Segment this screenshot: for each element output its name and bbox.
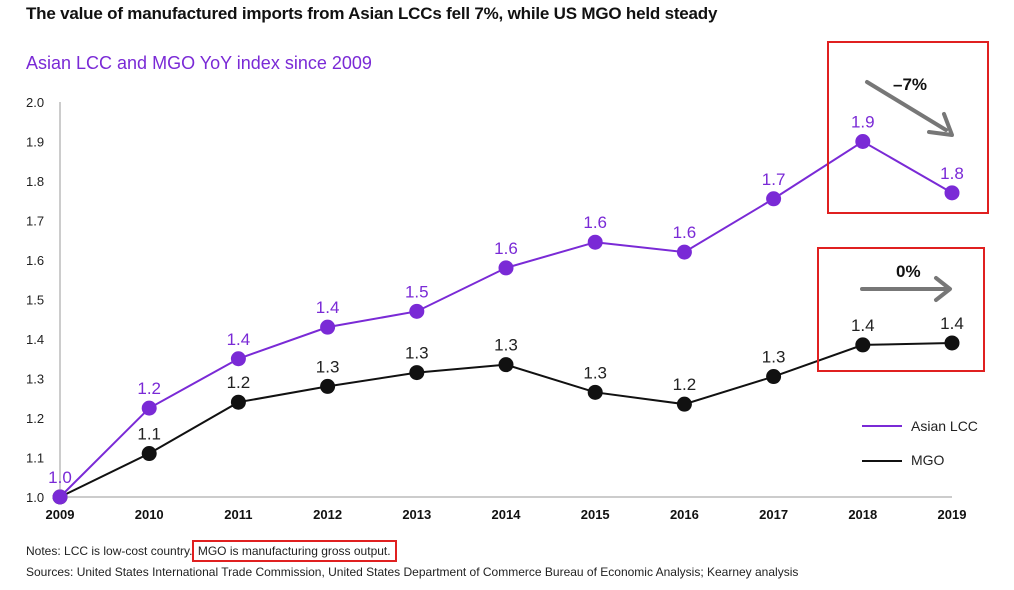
lcc-data-label: 1.7 (762, 170, 786, 189)
page-title: The value of manufactured imports from A… (26, 4, 718, 23)
down-arrow-head-icon (927, 112, 954, 137)
legend-label-mgo: MGO (911, 452, 945, 468)
lcc-data-point (498, 260, 514, 276)
mgo-data-point (944, 335, 960, 351)
chart-axes: 1.0 1.1 1.2 1.3 1.4 1.5 1.6 1.7 1.8 1.9 2.0 2009 201… (26, 95, 966, 522)
mgo-data-point (587, 384, 603, 400)
chart-data-labels: 1.0 1.2 1.4 1.4 1.5 1.6 1.6 1.6 1.7 1.9 1.8 1.1 1.2 1… (48, 113, 964, 488)
mgo-data-label: 1.4 (940, 314, 964, 333)
y-tick-label: 1.5 (26, 293, 44, 308)
x-tick-label: 2015 (581, 507, 610, 522)
mgo-data-point (409, 365, 425, 381)
y-tick-label: 1.2 (26, 411, 44, 426)
lcc-data-label: 1.6 (673, 223, 697, 242)
lcc-data-label: 1.6 (494, 239, 518, 258)
lcc-data-point (855, 134, 871, 149)
y-tick-label: 1.8 (26, 174, 44, 189)
x-tick-label: 2009 (46, 507, 75, 522)
y-tick-label: 2.0 (26, 95, 44, 110)
chart-callouts: –7% 0% (860, 75, 954, 302)
chart-subtitle: Asian LCC and MGO YoY index since 2009 (26, 53, 372, 73)
lcc-highlight-box (827, 41, 989, 214)
x-tick-label: 2012 (313, 507, 342, 522)
x-tick-label: 2016 (670, 507, 699, 522)
mgo-data-label: 1.4 (851, 316, 875, 335)
line-chart: 1.0 1.1 1.2 1.3 1.4 1.5 1.6 1.7 1.8 1.9 2.0 2009 201… (26, 75, 978, 522)
mgo-data-point (141, 446, 157, 462)
lcc-data-point (587, 234, 603, 250)
chart-legend: Asian LCC MGO (862, 418, 978, 468)
notes-text: Notes: LCC is low-cost country. (26, 544, 196, 558)
lcc-data-point (944, 185, 960, 201)
mgo-data-label: 1.3 (583, 363, 607, 382)
y-tick-label: 1.4 (26, 332, 44, 347)
lcc-data-point (766, 191, 782, 207)
lcc-change-callout: –7% (893, 75, 927, 94)
notes-highlight-text: MGO is manufacturing gross output. (191, 540, 397, 562)
x-tick-label: 2013 (402, 507, 431, 522)
chart-notes: Notes: LCC is low-cost country. MGO is m… (26, 540, 397, 562)
mgo-data-label: 1.3 (405, 344, 429, 363)
lcc-data-label: 1.6 (583, 213, 607, 232)
lcc-data-label: 1.9 (851, 113, 875, 132)
lcc-data-point (320, 319, 336, 335)
y-tick-label: 1.6 (26, 253, 44, 268)
mgo-data-label: 1.2 (673, 375, 697, 394)
lcc-data-label: 1.8 (940, 164, 964, 183)
lcc-data-label: 1.5 (405, 282, 429, 301)
y-tick-label: 1.7 (26, 214, 44, 229)
mgo-data-point (676, 396, 692, 412)
mgo-data-point (320, 378, 336, 394)
mgo-data-point (230, 394, 246, 410)
legend-label-lcc: Asian LCC (911, 418, 978, 434)
mgo-data-label: 1.2 (227, 373, 251, 392)
mgo-data-point (498, 357, 514, 373)
y-tick-label: 1.1 (26, 451, 44, 466)
mgo-data-label: 1.3 (316, 357, 340, 376)
mgo-data-point (855, 337, 871, 353)
y-tick-label: 1.9 (26, 135, 44, 150)
x-tick-label: 2019 (938, 507, 967, 522)
x-tick-label: 2017 (759, 507, 788, 522)
mgo-data-point (766, 369, 782, 385)
y-tick-label: 1.3 (26, 372, 44, 387)
lcc-data-point (230, 351, 246, 367)
mgo-highlight-box (817, 247, 985, 372)
lcc-data-point (409, 303, 425, 319)
lcc-data-point (676, 244, 692, 260)
y-tick-label: 1.0 (26, 490, 44, 505)
chart-points (52, 134, 960, 505)
mgo-data-label: 1.3 (494, 336, 518, 355)
lcc-data-point (52, 489, 68, 505)
lcc-data-label: 1.0 (48, 468, 72, 487)
lcc-data-label: 1.2 (137, 379, 161, 398)
mgo-data-label: 1.1 (137, 425, 161, 444)
lcc-data-label: 1.4 (227, 330, 251, 349)
right-arrow-head-icon (934, 276, 952, 302)
lcc-data-point (141, 400, 157, 416)
chart-sources: Sources: United States International Tra… (26, 565, 799, 579)
down-arrow-icon (865, 80, 948, 132)
mgo-change-callout: 0% (896, 262, 921, 281)
x-tick-label: 2011 (224, 507, 252, 522)
x-tick-label: 2010 (135, 507, 164, 522)
x-tick-label: 2014 (492, 507, 522, 522)
x-tick-label: 2018 (848, 507, 877, 522)
lcc-data-label: 1.4 (316, 298, 340, 317)
mgo-data-label: 1.3 (762, 348, 786, 367)
